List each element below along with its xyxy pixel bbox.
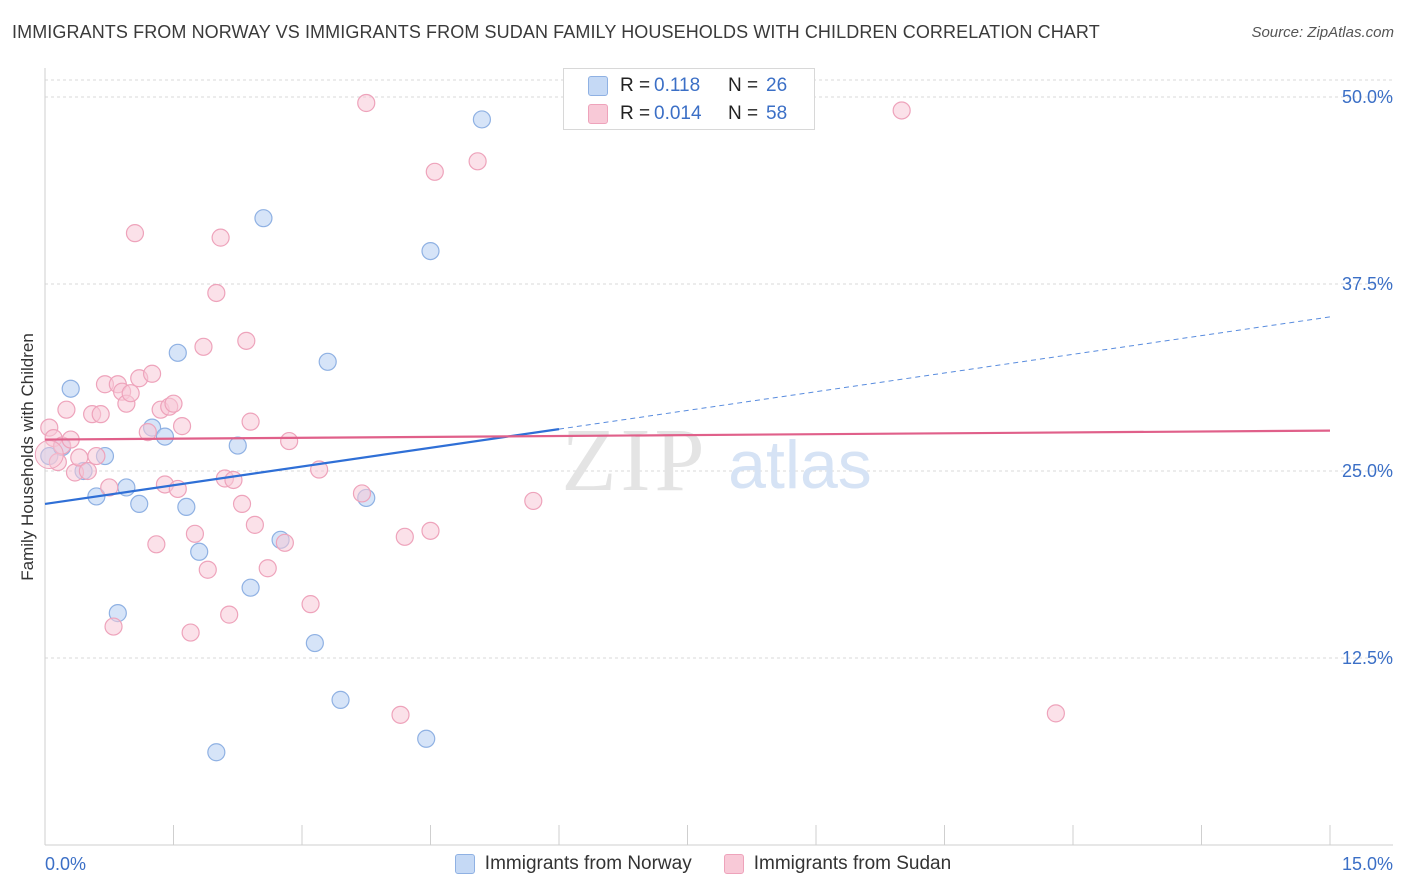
gridlines xyxy=(45,79,1393,659)
y-axis-title: Family Households with Children xyxy=(18,333,37,581)
legend-norway-label: Immigrants from Norway xyxy=(484,853,692,874)
norway-r-label: R = xyxy=(620,75,651,96)
norway-n-value: 26 xyxy=(766,75,788,96)
legend-sudan-label: Immigrants from Sudan xyxy=(753,853,952,874)
sudan-point xyxy=(91,405,110,424)
sudan-swatch xyxy=(588,104,608,124)
trend-lines xyxy=(44,316,1331,506)
sudan-point xyxy=(121,384,140,403)
sudan-point xyxy=(241,412,260,431)
sudan-point xyxy=(245,515,264,534)
sudan-point xyxy=(87,446,106,466)
norway-point xyxy=(228,436,247,455)
watermark-atlas: atlas xyxy=(728,427,872,503)
sudan-point xyxy=(524,491,543,511)
y-tick-label: 37.5% xyxy=(1342,274,1393,294)
sudan-n-label: N = xyxy=(728,103,759,124)
norway-n-label: N = xyxy=(728,75,759,96)
norway-point xyxy=(305,633,324,653)
sudan-point xyxy=(357,93,376,113)
norway-point xyxy=(168,343,187,362)
legend-item-norway[interactable]: Immigrants from Norway xyxy=(454,853,692,875)
sudan-point xyxy=(211,228,230,247)
norway-point xyxy=(472,110,491,129)
chart-title: IMMIGRANTS FROM NORWAY VS IMMIGRANTS FRO… xyxy=(12,22,1100,42)
sudan-point xyxy=(352,484,372,503)
sudan-r-value: 0.014 xyxy=(654,103,702,124)
sudan-point xyxy=(232,494,252,514)
sudan-point xyxy=(421,521,440,540)
sudan-point xyxy=(185,524,205,543)
sudan-point xyxy=(220,605,239,624)
norway-point xyxy=(421,241,440,261)
y-tick-label: 50.0% xyxy=(1342,87,1393,107)
norway-point xyxy=(318,352,337,371)
sudan-point xyxy=(104,617,123,636)
series-sudan-points xyxy=(34,93,1065,724)
sudan-trend-line xyxy=(44,429,1331,441)
sudan-point xyxy=(468,152,487,171)
sudan-point xyxy=(1046,704,1065,723)
x-tick-label-right: 15.0% xyxy=(1342,854,1393,874)
norway-point xyxy=(130,494,149,514)
sudan-point xyxy=(224,470,243,490)
sudan-point xyxy=(395,527,414,546)
legend-item-sudan[interactable]: Immigrants from Sudan xyxy=(723,853,952,875)
sudan-point xyxy=(194,337,213,356)
source-label: Source: ZipAtlas.com xyxy=(1251,24,1394,41)
sudan-point xyxy=(198,560,217,579)
sudan-point xyxy=(164,394,183,413)
norway-point xyxy=(61,379,80,398)
norway-r-value: 0.118 xyxy=(654,75,701,96)
norway-point xyxy=(177,497,196,517)
norway-point xyxy=(331,690,350,709)
sudan-point xyxy=(138,423,157,442)
sudan-point xyxy=(147,535,166,554)
x-tick-labels: 0.0% 15.0% xyxy=(45,854,1393,874)
y-tick-label: 25.0% xyxy=(1342,461,1393,481)
sudan-point xyxy=(78,461,97,481)
norway-point xyxy=(190,542,209,561)
bottom-legend: Immigrants from Norway Immigrants from S… xyxy=(0,850,1406,878)
sudan-point xyxy=(425,162,444,181)
norway-trend-line xyxy=(44,428,560,506)
sudan-point-cluster xyxy=(34,440,64,470)
sudan-point xyxy=(207,283,226,303)
y-tick-label: 12.5% xyxy=(1342,648,1393,668)
sudan-point xyxy=(280,431,299,451)
axes xyxy=(44,68,1393,846)
watermark-zip: ZIP xyxy=(562,411,709,510)
sudan-n-value: 58 xyxy=(766,103,788,124)
norway-point xyxy=(241,578,260,597)
norway-swatch xyxy=(588,76,608,96)
legend-norway-swatch xyxy=(454,854,475,874)
norway-point xyxy=(254,209,273,228)
norway-trend-extension xyxy=(558,316,1331,430)
sudan-r-label: R = xyxy=(620,103,651,124)
y-tick-labels: 12.5% 25.0% 37.5% 50.0% xyxy=(1342,87,1393,668)
sudan-point xyxy=(142,364,162,383)
legend-sudan-swatch xyxy=(723,854,744,874)
sudan-point xyxy=(57,400,76,419)
norway-point xyxy=(207,743,226,762)
sudan-point xyxy=(48,452,67,472)
norway-point xyxy=(417,729,436,748)
sudan-point xyxy=(125,224,145,243)
sudan-point xyxy=(258,559,277,578)
sudan-point xyxy=(237,331,256,350)
sudan-point xyxy=(391,705,410,724)
sudan-point xyxy=(172,417,192,436)
sudan-point xyxy=(100,478,119,497)
sudan-point xyxy=(181,623,200,642)
sudan-point xyxy=(892,101,911,120)
norway-point xyxy=(155,427,175,446)
sudan-point xyxy=(275,533,294,552)
sudan-point xyxy=(301,595,320,614)
x-tick-label-left: 0.0% xyxy=(45,854,86,874)
stats-legend-box: R = 0.118 N = 26 R = 0.014 N = 58 xyxy=(563,68,815,130)
watermark: ZIP atlas xyxy=(562,411,872,510)
